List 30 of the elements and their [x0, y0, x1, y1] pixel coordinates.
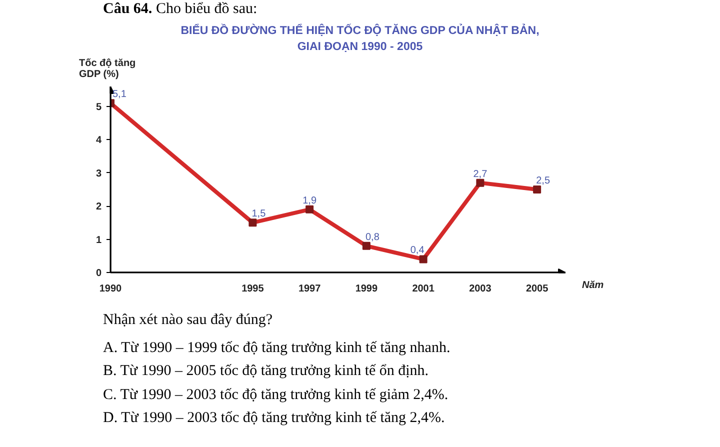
data-label: 1,5 [252, 208, 266, 220]
text: Nhận xét nào sau đây đúng? [103, 311, 273, 330]
text: C. Từ 1990 – 2003 tốc độ tăng trưởng kinh tế giảm 2,4%. [103, 386, 448, 404]
x-tick-label: 1990 [99, 284, 122, 294]
data-label: 2,5 [536, 175, 550, 186]
x-tick-label: 2001 [412, 284, 435, 294]
chart-title: BIỂU ĐỒ ĐƯỜNG THỂ HIỆN TỐC ĐỘ TĂNG GDP CỦA NHẬT BẢN, GIAI ĐOẠN 1990 - 2005 [180, 23, 540, 55]
data-label: 2,7 [473, 168, 488, 180]
x-tick-label: 2003 [469, 284, 492, 294]
text: Câu 64. [103, 1, 152, 17]
y-tick-label: 0 [96, 268, 102, 279]
x-tick-label: 1995 [242, 284, 264, 294]
data-label: 0,4 [410, 245, 425, 256]
y-tick-label: 5 [96, 102, 102, 113]
x-tick-label: 1999 [355, 284, 378, 294]
data-label: 1,9 [302, 195, 317, 206]
y-tick-label: 2 [96, 202, 102, 213]
y-tick-label: 4 [96, 135, 102, 146]
y-axis-title: Tốc độ tăng GDP (%) [79, 58, 137, 80]
x-axis-title: Năm [582, 280, 604, 292]
x-tick-label: 2005 [526, 284, 549, 294]
y-tick-label: 3 [96, 168, 102, 180]
text: B. Từ 1990 – 2005 tốc độ tăng trưởng kinh tế ổn định. [103, 362, 429, 381]
data-label: 5,1 [112, 89, 127, 100]
y-tick-label: 1 [96, 234, 102, 246]
text: Cho biểu đồ sau: [156, 1, 258, 17]
text: D. Từ 1990 – 2003 tốc độ tăng trưởng kinh tế tăng 2,4%. [103, 409, 445, 428]
text: A. Từ 1990 – 1999 tốc độ tăng trưởng kinh tế tăng nhanh. [103, 338, 450, 358]
x-tick-label: 1997 [298, 284, 322, 294]
data-label: 0,8 [365, 232, 380, 243]
